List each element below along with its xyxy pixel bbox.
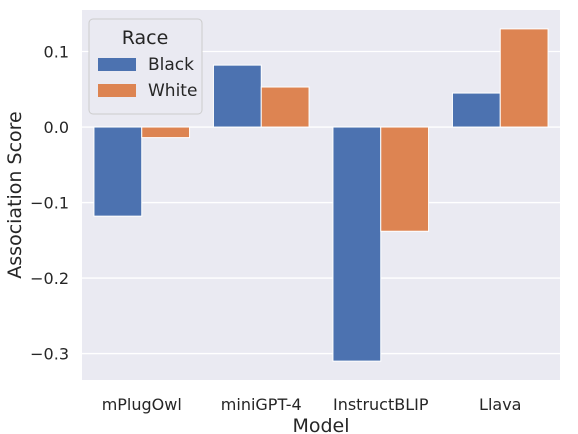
y-tick-label: 0.0: [44, 118, 69, 137]
y-tick-labels: 0.1 0.0 −0.1 −0.2 −0.3: [30, 43, 69, 364]
bar-white-mplugowl: [141, 126, 191, 139]
y-tick-label: −0.1: [30, 194, 69, 213]
bar-white-instructblip: [380, 126, 430, 232]
bar-black-instructblip: [332, 126, 382, 362]
x-tick-labels: mPlugOwl miniGPT-4 InstructBLIP Llava: [102, 395, 522, 414]
x-axis-label: Model: [292, 415, 349, 434]
bar-white-minigpt-4: [260, 86, 310, 128]
legend-title: Race: [122, 27, 169, 49]
x-tick-label: miniGPT-4: [221, 395, 302, 414]
legend-label-white: White: [148, 81, 197, 101]
bar-black-mplugowl: [93, 126, 143, 217]
y-tick-label: −0.3: [30, 345, 69, 364]
x-tick-label: Llava: [479, 395, 521, 414]
bar-white-llava: [499, 28, 549, 128]
legend-swatch-black: [98, 58, 136, 71]
legend-swatch-white: [98, 84, 136, 97]
y-tick-label: −0.2: [30, 269, 69, 288]
x-tick-label: InstructBLIP: [333, 395, 429, 414]
legend: Race Black White: [88, 18, 203, 115]
y-axis-label: Association Score: [4, 111, 26, 278]
legend-label-black: Black: [148, 55, 194, 75]
x-tick-label: mPlugOwl: [102, 395, 182, 414]
bars: [93, 28, 549, 362]
bar-black-llava: [451, 92, 501, 128]
bar-black-minigpt-4: [212, 64, 262, 128]
y-tick-label: 0.1: [44, 43, 69, 62]
